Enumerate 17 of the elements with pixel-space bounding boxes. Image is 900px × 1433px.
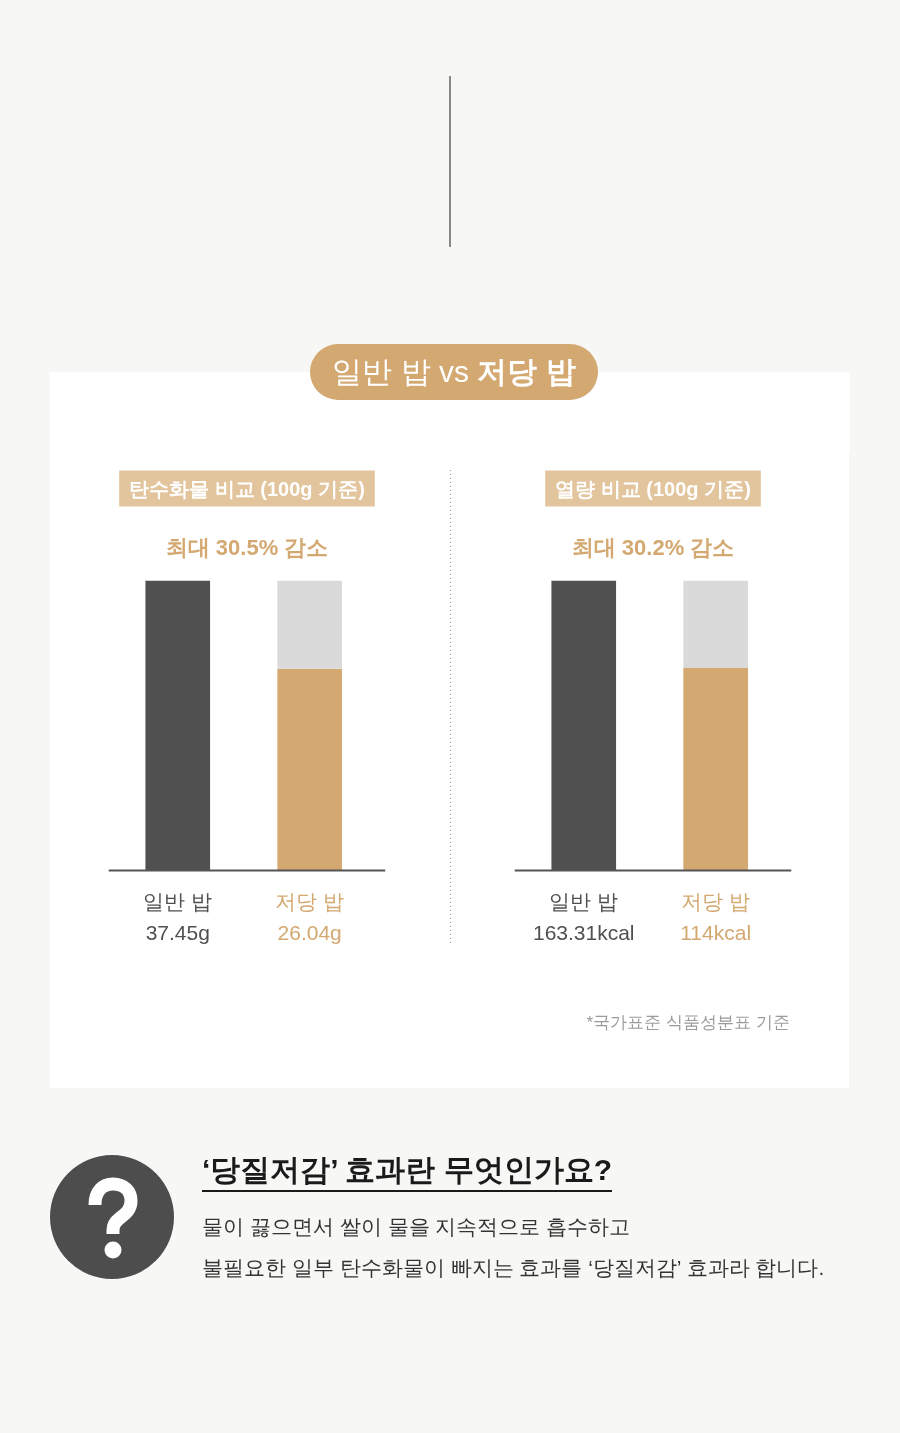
chart-title: 탄수화물 비교 (100g 기준): [129, 477, 365, 500]
data-label: 163.31kcal: [532, 921, 635, 944]
text: 일반 밥 vs 저당 밥: [310, 344, 598, 400]
text: *국가표준 식품성분표 기준: [586, 1012, 790, 1032]
x-tick-label: 저당 밥: [275, 890, 345, 913]
chart-subtitle: 최대 30.2% 감소: [571, 534, 735, 560]
chart-title: 열량 비교 (100g 기준): [555, 477, 751, 500]
x-tick-label: 일반 밥: [549, 890, 619, 913]
data-label: 37.45g: [145, 921, 210, 944]
x-tick-label: 일반 밥: [143, 890, 213, 913]
text: ‘당질저감’ 효과란 무엇인가요?: [202, 1150, 613, 1192]
data-label: 114kcal: [680, 921, 752, 944]
text: 불필요한 일부 탄수화물이 빠지는 효과를 ‘당질저감’ 효과라 합니다.: [202, 1255, 825, 1281]
x-tick-label: 저당 밥: [681, 890, 751, 913]
data-label: 26.04g: [277, 921, 342, 944]
text: 물이 끓으면서 쌀이 물을 지속적으로 흡수하고: [202, 1214, 632, 1240]
chart-subtitle: 최대 30.5% 감소: [165, 534, 329, 560]
